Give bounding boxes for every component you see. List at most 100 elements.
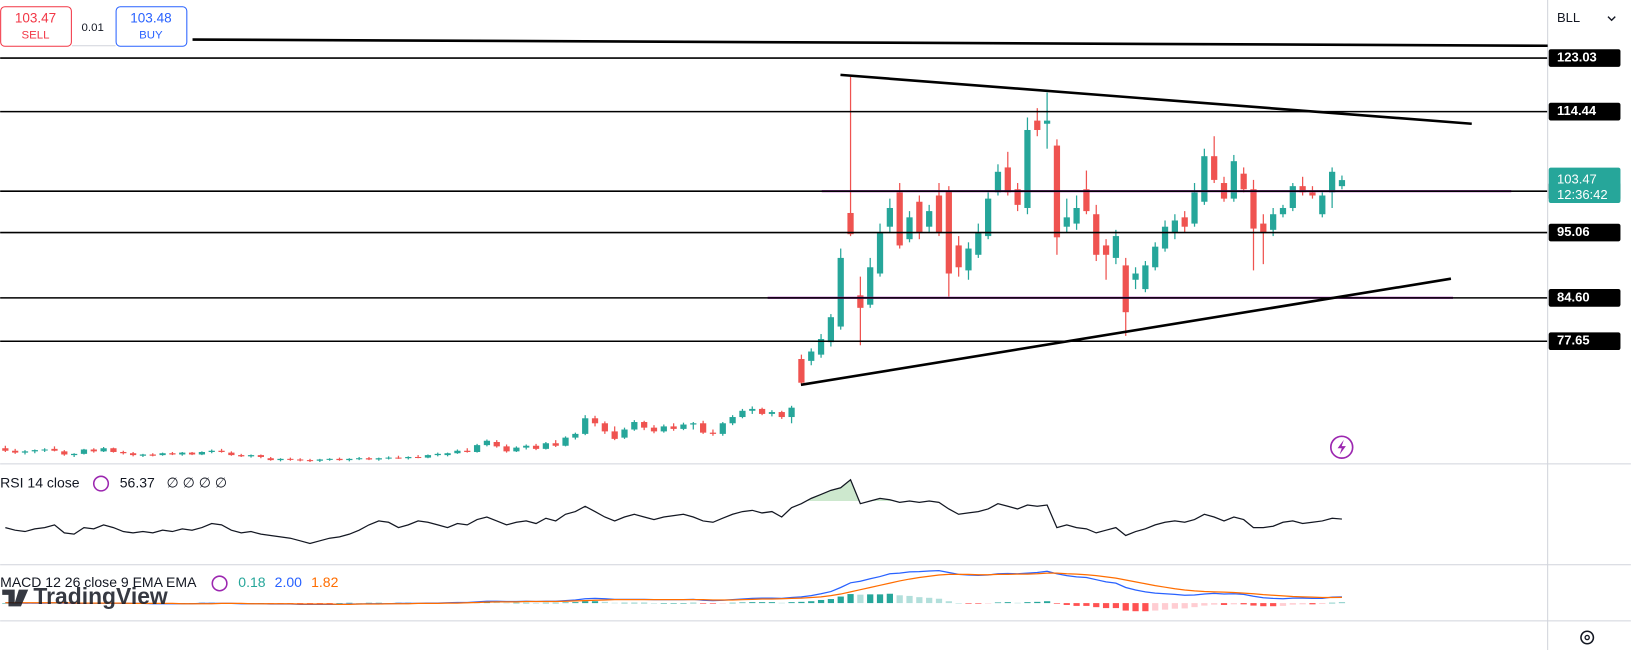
candle-body	[788, 407, 795, 418]
trend-line	[192, 38, 1548, 48]
buy-label: BUY	[139, 29, 163, 41]
macd-histogram-bar	[739, 602, 746, 604]
macd-histogram-bar	[1181, 603, 1188, 609]
candle-body	[80, 449, 88, 454]
macd-histogram-bar	[1053, 603, 1061, 604]
macd-histogram-bar	[375, 602, 382, 604]
macd-histogram-bar	[1161, 603, 1169, 610]
candle-body	[414, 456, 422, 459]
marks	[0, 57, 1548, 612]
candle-body	[1270, 214, 1277, 230]
symbol-dropdown[interactable]: BLL	[1548, 0, 1631, 38]
candle-body	[768, 412, 776, 414]
macd-histogram-bar	[680, 603, 687, 604]
macd-histogram-bar	[1309, 603, 1316, 605]
candle-body	[886, 207, 893, 227]
macd-settings[interactable]	[211, 575, 228, 592]
candle-body	[817, 339, 825, 355]
rsi-settings[interactable]	[92, 475, 110, 492]
candle-body	[247, 455, 255, 457]
candle-body	[365, 458, 373, 460]
macd-histogram-bar	[798, 601, 805, 604]
macd-histogram-bar	[297, 603, 304, 604]
macd-histogram-bar	[1112, 603, 1120, 609]
macd-histogram-bar	[1319, 603, 1326, 605]
logo	[2, 589, 29, 607]
buy-button[interactable]: 103.48 BUY	[115, 6, 188, 47]
candle-body	[267, 458, 274, 461]
macd-histogram-bar	[1220, 603, 1228, 605]
candle-body	[71, 453, 78, 456]
candle-body	[591, 418, 599, 424]
macd-histogram-bar	[582, 601, 589, 604]
macd-histogram-bar	[1289, 603, 1296, 605]
candle-body	[238, 455, 245, 457]
candle-body	[690, 423, 697, 425]
candle-body	[159, 453, 166, 456]
candle-body	[729, 417, 736, 424]
level-label-box	[1548, 102, 1621, 121]
candle-body	[1152, 246, 1159, 268]
macd-histogram-bar	[641, 602, 648, 604]
candle-body	[1063, 217, 1070, 227]
candle-body	[1289, 186, 1296, 208]
macd-histogram-bar	[778, 602, 785, 604]
level-label: 84.60	[1557, 289, 1590, 304]
candle-body	[1034, 120, 1041, 130]
candle-body	[513, 447, 520, 452]
candle-body	[464, 450, 471, 452]
macd-histogram-bar	[670, 603, 677, 604]
candle-body	[1014, 189, 1021, 205]
macd-histogram-bar	[1211, 603, 1218, 605]
candle-body	[41, 449, 48, 451]
macd-histogram-bar	[532, 603, 540, 604]
candle-body	[650, 427, 658, 432]
gear	[1580, 630, 1595, 645]
candle-body	[965, 248, 972, 271]
candle-body	[326, 458, 333, 460]
candle-body	[621, 429, 628, 438]
sell-box	[0, 6, 72, 47]
candle-body	[709, 432, 717, 434]
macd-histogram-bar	[700, 603, 707, 604]
macd-title: MACD 12 26 close 9 EMA EMA	[0, 574, 197, 590]
candle-body	[336, 458, 343, 461]
alert-icon[interactable]	[1329, 435, 1354, 459]
candle-body	[572, 433, 579, 438]
macd-histogram-bar	[886, 593, 893, 604]
candle-body	[926, 211, 933, 227]
settings-gear[interactable]	[1580, 630, 1595, 645]
candle-body	[1279, 207, 1287, 215]
symbol-box	[1548, 0, 1631, 38]
symbol: BLL	[1557, 10, 1580, 25]
candle-body	[749, 408, 756, 411]
level-label: 114.44	[1557, 103, 1597, 118]
sell-label: SELL	[22, 29, 50, 41]
last-price-label: 103.47	[1557, 172, 1597, 187]
sell-button[interactable]: 103.47 SELL	[0, 6, 72, 47]
macd-signal-value: 1.82	[311, 574, 338, 590]
candle-body	[1043, 120, 1051, 124]
rsi-value: 56.37	[120, 474, 155, 490]
macd-histogram-bar	[611, 602, 618, 604]
candle-body	[641, 422, 648, 428]
macd-histogram-bar	[916, 597, 923, 604]
candle-body	[1329, 171, 1336, 193]
candle-body	[208, 450, 215, 452]
candle-body	[739, 410, 746, 418]
candle-body	[306, 460, 314, 462]
candle-body	[198, 451, 206, 455]
candle-body	[1024, 129, 1031, 208]
last-price-box	[1548, 167, 1621, 203]
macd-histogram-bar	[552, 602, 559, 604]
macd-histogram-bar	[562, 602, 569, 604]
alert-bolt	[1337, 439, 1346, 455]
candle-body	[532, 445, 540, 449]
candle-body	[660, 426, 667, 432]
macd-histogram-bar	[1102, 603, 1110, 609]
macd-histogram-bar	[1171, 603, 1178, 609]
macd-histogram-bar	[1329, 602, 1336, 604]
candle-body	[2, 448, 9, 451]
candle-body	[808, 351, 815, 361]
